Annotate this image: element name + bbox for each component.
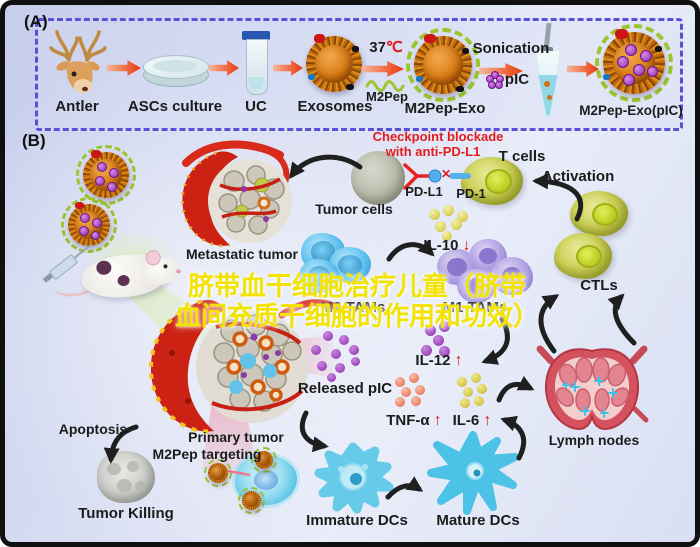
tnf-label: TNF-α ↑ (386, 412, 442, 430)
tnf-text: TNF-α (386, 412, 430, 429)
il6-label: IL-6 ↑ (453, 412, 492, 430)
activation-label: Activation (541, 168, 615, 185)
il10-text: IL-10 (423, 237, 459, 254)
metastatic-tumor-label: Metastatic tumor (185, 246, 299, 262)
il12-text: IL-12 (415, 352, 451, 369)
injected-exosome-particle (61, 197, 117, 253)
m2pep-peptide-icon (365, 80, 405, 92)
arrow-maturedc-to-cytokines (500, 415, 527, 461)
mature-dcs-label: Mature DCs (436, 512, 520, 529)
antler-deer-icon (49, 30, 107, 93)
injected-exosome-particle (76, 145, 136, 205)
mature-dc-icon (427, 431, 519, 515)
pic-cluster-icon (486, 71, 504, 89)
step-label-exosomes: Exosomes (297, 98, 373, 115)
targeting-exosome (204, 459, 232, 487)
pd-1-label: PD-1 (456, 186, 486, 201)
released-pic-label: Released pIC (297, 380, 393, 397)
pd-l1-label: PD-L1 (405, 184, 443, 199)
watermark-line2: 血间充质干细胞的作用和功效） (174, 301, 540, 331)
il6-up-arrow: ↑ (483, 412, 492, 429)
step-label-m2pep-exo: M2Pep-Exo (404, 100, 486, 117)
m1-tam-cell (457, 269, 495, 303)
arrow-up-to-ctls-1 (538, 294, 560, 354)
checkpoint-blockade-line1: Checkpoint blockade (372, 129, 504, 144)
tumor-killing-label: Tumor Killing (78, 505, 174, 522)
tnf-up-arrow: ↑ (433, 412, 442, 429)
pd-l1-antibody-complex (403, 163, 471, 190)
ctl-cell (554, 233, 612, 279)
temperature-label: 37℃ (369, 38, 403, 56)
m2-tams-label: M2 TAMs (320, 299, 386, 316)
panel-b-label: (B) (22, 131, 46, 150)
temp-unit: ℃ (385, 39, 403, 56)
t-cells-label: T cells (498, 148, 546, 165)
checkpoint-blockade-line2: with anti-PD-L1 (385, 144, 481, 159)
tumor-cell (351, 151, 405, 205)
il6-text: IL-6 (452, 412, 480, 429)
uc-tube-icon (242, 31, 270, 95)
immature-dc-icon (314, 442, 394, 514)
lymph-nodes-label: Lymph nodes (548, 432, 640, 448)
immature-dcs-label: Immature DCs (306, 512, 408, 529)
ctls-label: CTLs (580, 277, 618, 294)
arrow-to-lymph-node (496, 375, 535, 403)
blocked-x-mark: ✕ (440, 167, 452, 181)
arrow-activation (532, 173, 584, 222)
targeting-exosome (238, 487, 265, 514)
arrow-m2-to-m1 (386, 239, 435, 262)
arrow-tumorcells-to-metastatic (288, 154, 363, 179)
il12-up-arrow: ↑ (454, 352, 463, 369)
m2pep-label: M2Pep (366, 89, 408, 104)
m2-tam-cell (299, 259, 339, 293)
panel-a-label: (A) (24, 12, 48, 31)
figure-canvas: (A) Antler ASCs culture UC Exosomes 37℃ (5, 5, 695, 542)
sonication-label: Sonication (472, 40, 550, 57)
m2pep-exo-icon (406, 28, 480, 102)
il12-label: IL-12 ↑ (415, 352, 462, 370)
metastatic-tumor-illustration (181, 140, 292, 248)
il10-label: IL-10 ↓ (423, 237, 470, 255)
lymph-node-illustration (536, 345, 649, 431)
apoptosis-label: Apoptosis (58, 421, 128, 437)
step-label-ascs-culture: ASCs culture (127, 98, 223, 115)
m2pep-exo-pic-icon (595, 24, 673, 102)
primary-tumor-illustration (149, 299, 344, 434)
targeting-exosome (251, 447, 277, 473)
arrow-pic-to-immaturedc (299, 410, 329, 453)
exosome-icon (306, 34, 362, 92)
il10-down-arrow: ↓ (462, 237, 471, 254)
step-label-m2pep-exo-pic: M2Pep-Exo(pIC) (579, 103, 683, 118)
m2pep-targeting-label: M2Pep targeting (152, 446, 262, 462)
t-cell (461, 157, 523, 205)
step-label-uc: UC (245, 98, 267, 115)
watermark-line1: 脐带血干细胞治疗儿童（脐带 (187, 271, 527, 301)
step-label-antler: Antler (55, 98, 99, 115)
primary-tumor-label: Primary tumor (188, 429, 284, 445)
sonicator-tube-icon (532, 22, 564, 119)
arrow-up-to-ctls-2 (607, 293, 637, 346)
tumor-cells-label: Tumor cells (315, 201, 393, 217)
m1-tams-label: M1 TAMs (442, 299, 508, 316)
arrow-m1-to-il12 (481, 316, 510, 365)
petri-dish-icon (143, 53, 209, 87)
temp-value: 37 (369, 39, 386, 56)
arrow-immature-to-mature (385, 476, 424, 500)
pic-label: pIC (504, 71, 530, 88)
arrow-apoptosis (103, 424, 139, 464)
flow-arrows-overlay (103, 154, 637, 500)
m1-tam-cell (491, 257, 533, 295)
